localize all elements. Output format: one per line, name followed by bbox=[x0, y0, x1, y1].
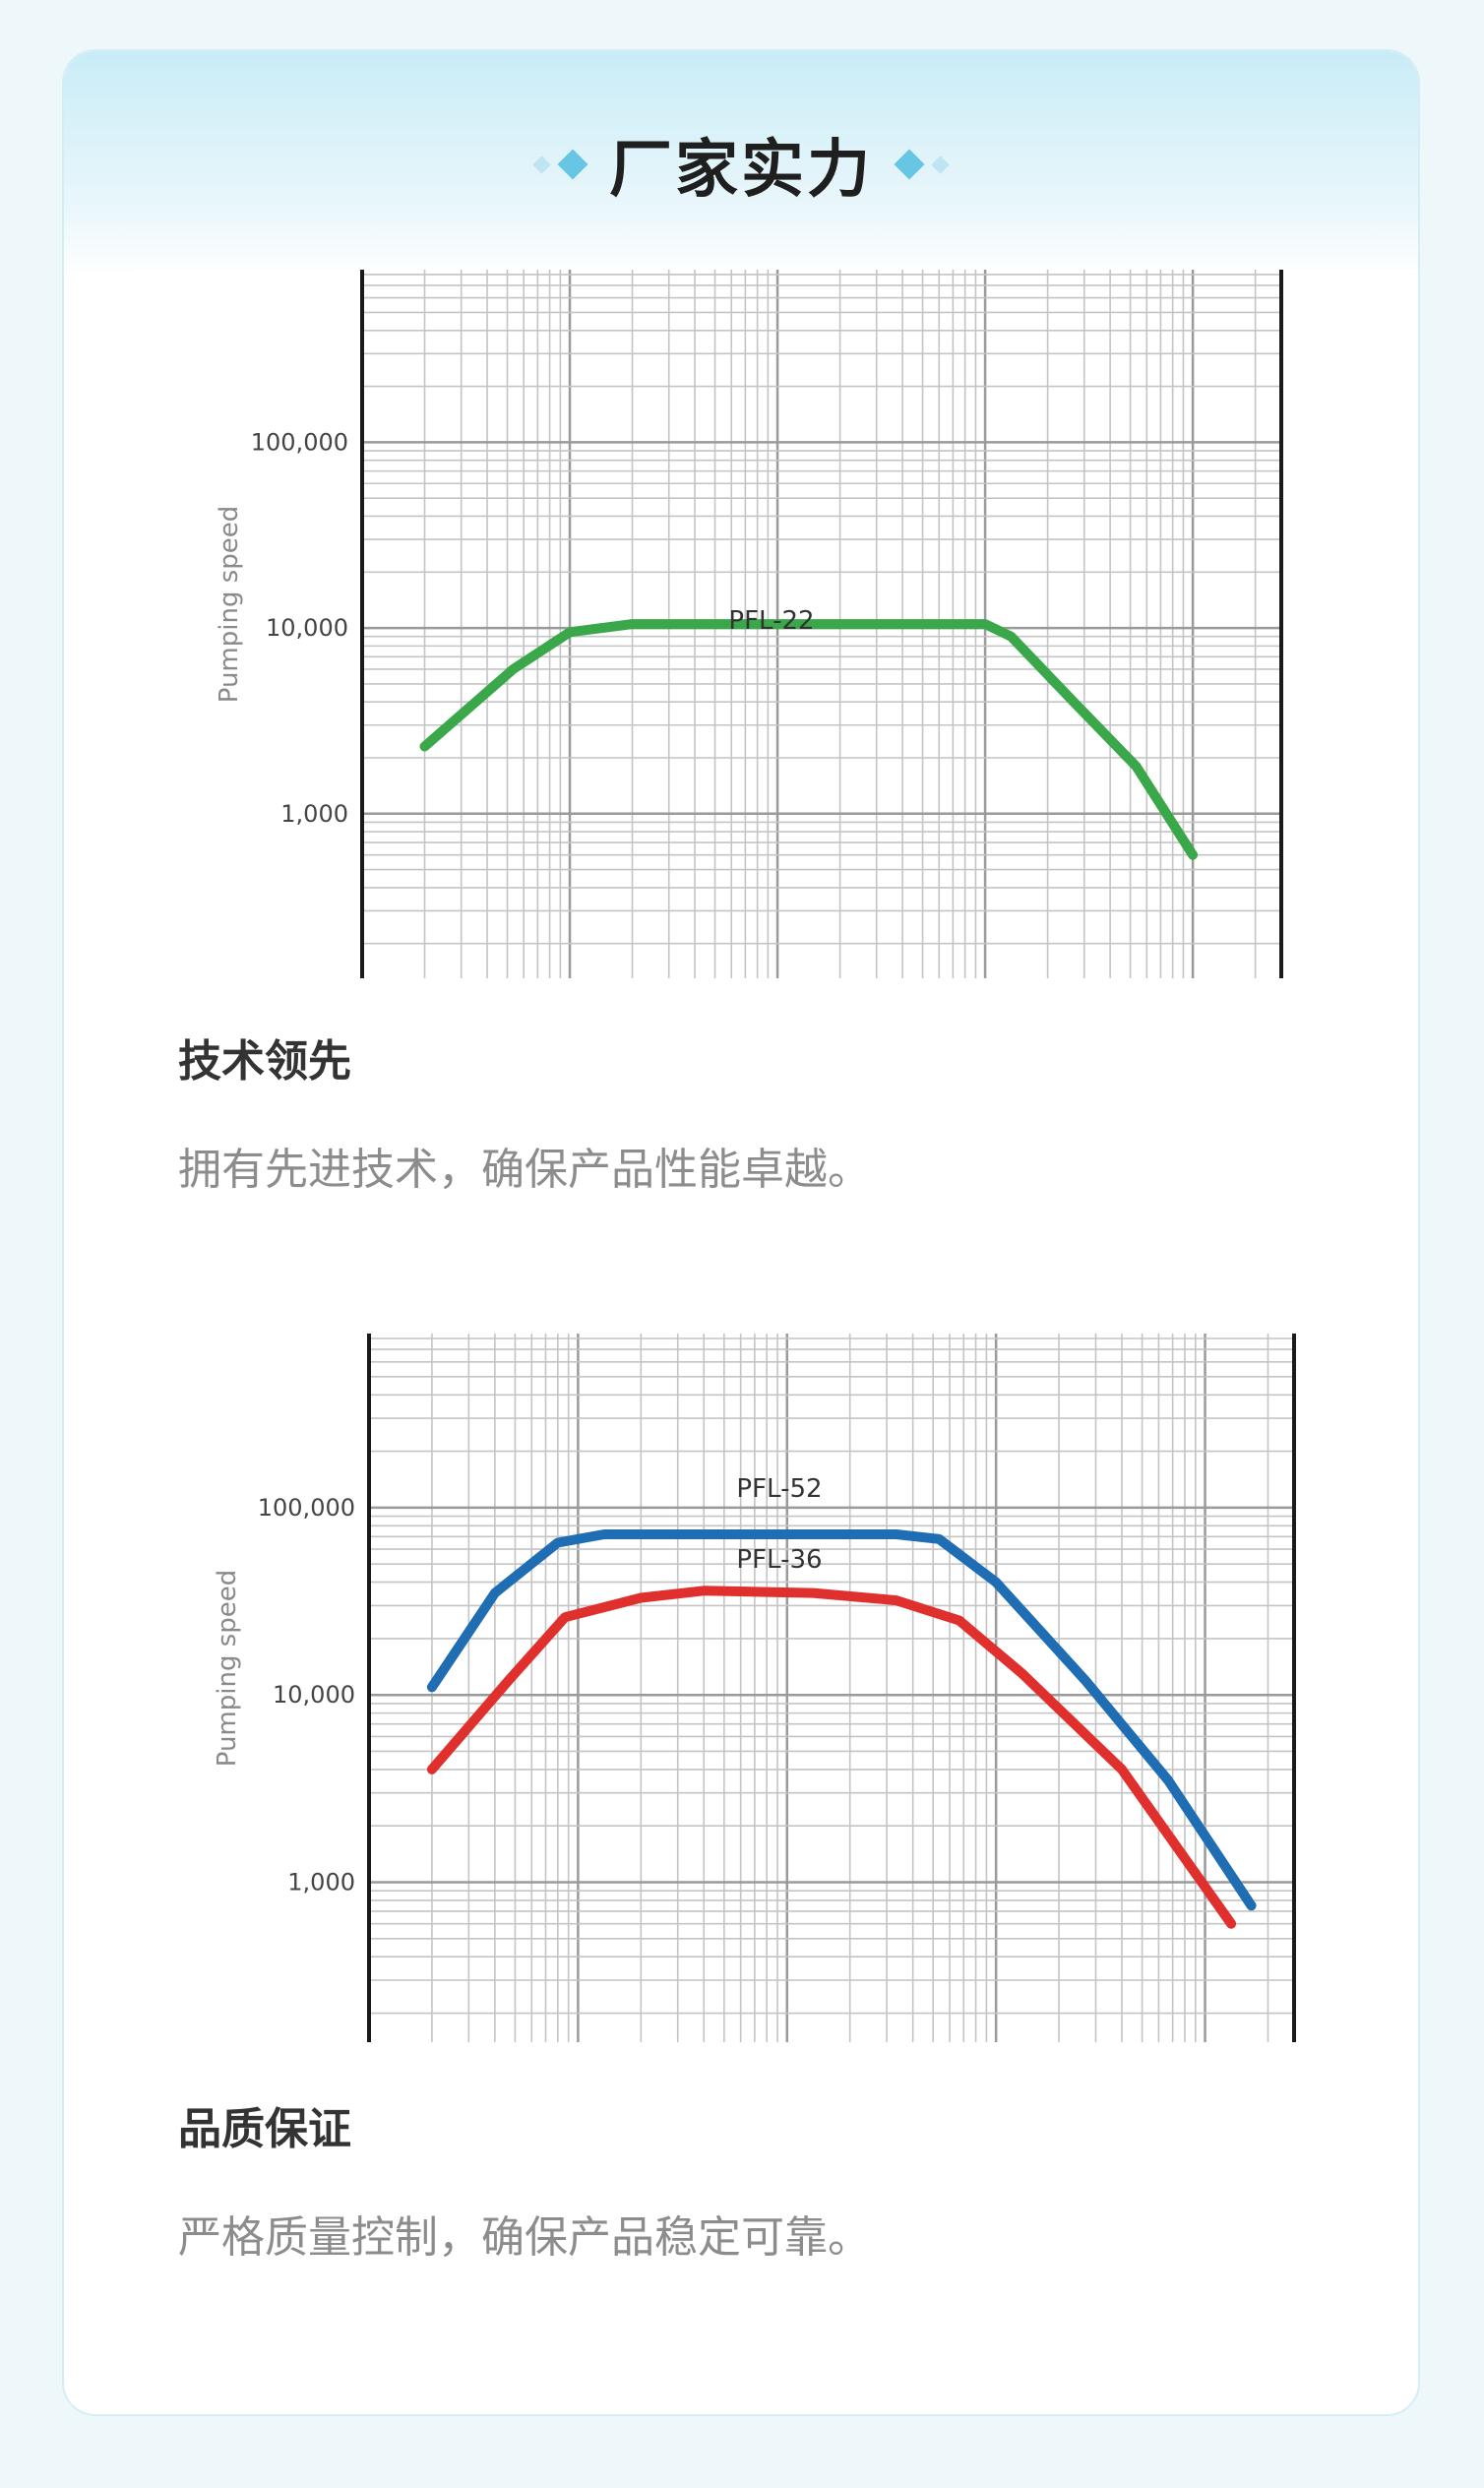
series-line-pfl-52 bbox=[426, 1529, 1257, 1911]
factory-strength-card: 厂家实力 100,000 10,000 1,000 Pumping speed PFL-… bbox=[62, 49, 1420, 2416]
y-tick-label: 10,000 bbox=[266, 614, 348, 642]
card-header-gradient bbox=[64, 51, 1418, 278]
series-label: PFL-22 bbox=[728, 606, 814, 636]
feature-title: 技术领先 bbox=[178, 1036, 351, 1087]
y-tick-label: 100,000 bbox=[251, 428, 348, 456]
y-tick-label: 1,000 bbox=[280, 800, 348, 828]
y-axis-label: Pumping speed bbox=[215, 506, 244, 704]
series-line-pfl-22 bbox=[419, 619, 1199, 860]
feature-description: 严格质量控制，确保产品稳定可靠。 bbox=[178, 2212, 871, 2263]
diamond-small-icon bbox=[931, 155, 950, 174]
y-tick-label: 100,000 bbox=[258, 1494, 355, 1522]
y-tick-label: 10,000 bbox=[273, 1681, 355, 1709]
section-header: 厂家实力 bbox=[64, 120, 1418, 209]
diamond-decor-right bbox=[894, 149, 950, 180]
diamond-small-icon bbox=[532, 155, 551, 174]
section-title: 厂家实力 bbox=[609, 134, 873, 207]
diamond-large-icon bbox=[894, 149, 925, 180]
feature-title: 品质保证 bbox=[178, 2104, 351, 2154]
chart-pfl-52-36: 100,000 10,000 1,000 Pumping speed PFL-52 PFL… bbox=[213, 1334, 1296, 2042]
diamond-decor-left bbox=[532, 149, 588, 180]
chart-image-1: 100,000 10,000 1,000 Pumping speed PFL-22 bbox=[127, 270, 1418, 978]
y-tick-label: 1,000 bbox=[287, 1868, 355, 1896]
diamond-large-icon bbox=[557, 149, 588, 180]
chart-pfl-22: 100,000 10,000 1,000 Pumping speed PFL-22 bbox=[215, 270, 1283, 978]
series-line-pfl-36 bbox=[426, 1586, 1237, 1929]
chart-image-2: 100,000 10,000 1,000 Pumping speed PFL-52 PFL… bbox=[127, 1334, 1418, 2042]
feature-description: 拥有先进技术，确保产品性能卓越。 bbox=[178, 1145, 871, 1195]
y-axis-label: Pumping speed bbox=[213, 1570, 242, 1768]
series-label: PFL-36 bbox=[736, 1545, 822, 1575]
series-label: PFL-52 bbox=[736, 1474, 822, 1504]
